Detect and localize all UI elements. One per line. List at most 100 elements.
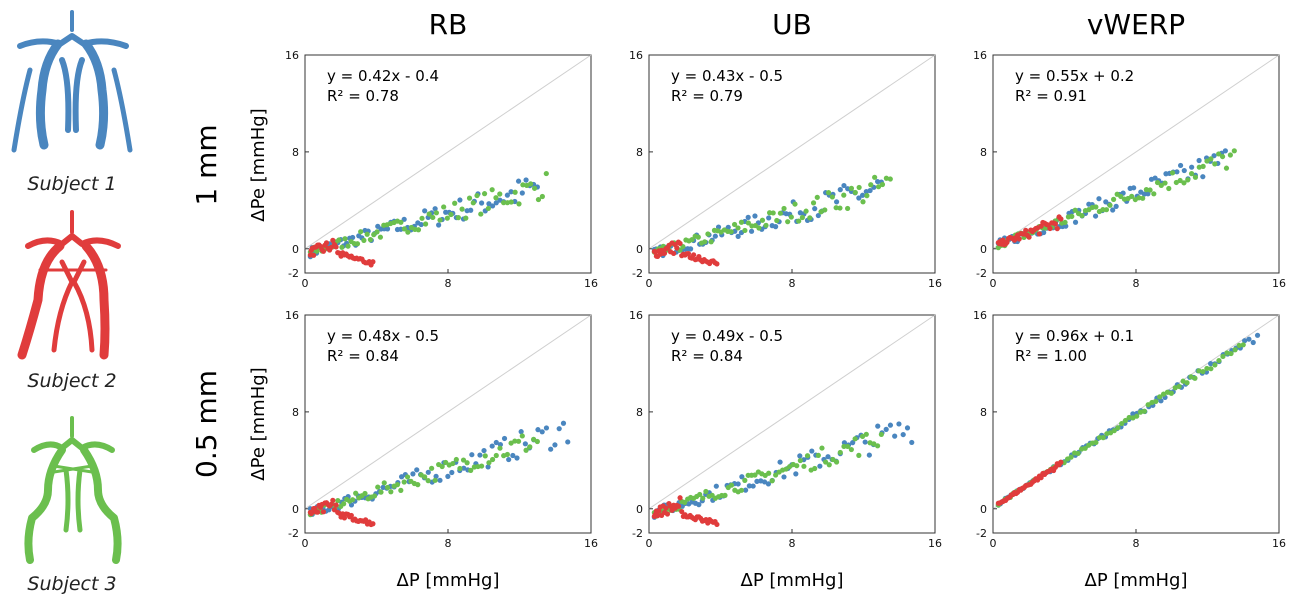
data-point-subject-3 <box>826 190 831 195</box>
x-axis-label-col-3: ΔP [mmHg] <box>1085 570 1188 591</box>
x-tick-label: 0 <box>990 277 997 290</box>
data-point-subject-3 <box>1107 203 1112 208</box>
data-point-subject-3 <box>1169 391 1174 396</box>
data-point-subject-3 <box>774 218 779 223</box>
data-point-subject-3 <box>729 483 734 488</box>
data-point-subject-1 <box>1131 185 1136 190</box>
data-point-subject-1 <box>714 484 719 489</box>
data-point-subject-3 <box>361 238 366 243</box>
data-point-subject-3 <box>336 237 341 242</box>
data-point-subject-1 <box>863 439 868 444</box>
data-point-subject-3 <box>345 244 350 249</box>
data-point-subject-1 <box>777 459 782 464</box>
data-point-subject-3 <box>1101 435 1106 440</box>
y-tick-label: 8 <box>292 406 299 419</box>
data-point-subject-3 <box>841 193 846 198</box>
data-point-subject-3 <box>1075 451 1080 456</box>
data-point-subject-1 <box>1200 174 1205 179</box>
data-point-subject-3 <box>1201 164 1206 169</box>
row-title-05mm: 0.5 mm <box>190 370 223 478</box>
data-point-subject-1 <box>749 229 754 234</box>
data-point-subject-3 <box>868 182 873 187</box>
y-tick-label: 16 <box>973 309 987 322</box>
r-squared: R² = 0.79 <box>671 87 743 105</box>
data-point-subject-1 <box>414 467 419 472</box>
data-point-subject-3 <box>378 235 383 240</box>
data-point-subject-3 <box>516 201 521 206</box>
data-point-subject-3 <box>423 221 428 226</box>
data-point-subject-3 <box>490 187 495 192</box>
data-point-subject-1 <box>514 455 519 460</box>
data-point-subject-3 <box>1104 207 1109 212</box>
data-point-subject-3 <box>1068 455 1073 460</box>
y-tick-label: 8 <box>292 146 299 159</box>
column-title-ub: UB <box>772 8 812 41</box>
data-point-subject-3 <box>785 219 790 224</box>
data-point-subject-1 <box>1174 169 1179 174</box>
data-point-subject-3 <box>794 463 799 468</box>
data-point-subject-1 <box>688 246 693 251</box>
x-tick-label: 8 <box>1133 277 1140 290</box>
data-point-subject-3 <box>709 239 714 244</box>
data-point-subject-3 <box>1111 197 1116 202</box>
data-point-subject-2 <box>674 245 679 250</box>
regression-equation: y = 0.49x - 0.5 <box>671 327 783 345</box>
data-point-subject-3 <box>454 457 459 462</box>
x-tick-label: 8 <box>789 537 796 550</box>
data-point-subject-3 <box>1062 220 1067 225</box>
data-point-subject-3 <box>405 230 410 235</box>
data-point-subject-3 <box>838 450 843 455</box>
data-point-subject-1 <box>419 222 424 227</box>
data-point-subject-3 <box>756 225 761 230</box>
data-point-subject-1 <box>422 208 427 213</box>
data-point-subject-3 <box>1241 342 1246 347</box>
data-point-subject-3 <box>374 229 379 234</box>
data-point-subject-3 <box>365 232 370 237</box>
data-point-subject-1 <box>523 441 528 446</box>
data-point-subject-1 <box>793 471 798 476</box>
data-point-subject-3 <box>388 489 393 494</box>
data-point-subject-1 <box>481 448 486 453</box>
data-point-subject-2 <box>1058 460 1063 465</box>
data-point-subject-3 <box>852 436 857 441</box>
data-point-subject-1 <box>468 208 473 213</box>
x-tick-label: 8 <box>445 537 452 550</box>
data-point-subject-3 <box>703 489 708 494</box>
data-point-subject-3 <box>1142 409 1147 414</box>
data-point-subject-3 <box>1115 425 1120 430</box>
data-point-subject-3 <box>834 459 839 464</box>
data-point-subject-3 <box>1212 362 1217 367</box>
data-point-subject-3 <box>497 446 502 451</box>
data-point-subject-1 <box>469 452 474 457</box>
data-point-subject-3 <box>845 206 850 211</box>
x-tick-label: 0 <box>990 537 997 550</box>
data-point-subject-2 <box>1023 228 1028 233</box>
x-axis-label-col-2: ΔP [mmHg] <box>741 570 844 591</box>
data-point-subject-1 <box>1189 165 1194 170</box>
data-point-subject-2 <box>1037 231 1042 236</box>
row-title-1mm: 1 mm <box>190 124 223 205</box>
data-point-subject-3 <box>474 193 479 198</box>
subject-1-label: Subject 1 <box>27 173 116 195</box>
data-point-subject-2 <box>333 244 338 249</box>
data-point-subject-1 <box>812 206 817 211</box>
data-point-subject-3 <box>1193 175 1198 180</box>
data-point-subject-3 <box>429 466 434 471</box>
data-point-subject-3 <box>1228 152 1233 157</box>
r-squared: R² = 0.78 <box>327 87 399 105</box>
data-point-subject-1 <box>773 224 778 229</box>
x-tick-label: 16 <box>584 537 598 550</box>
data-point-subject-3 <box>742 228 747 233</box>
data-point-subject-3 <box>520 433 525 438</box>
data-point-subject-2 <box>311 253 316 258</box>
data-point-subject-3 <box>1170 170 1175 175</box>
data-point-subject-1 <box>490 443 495 448</box>
data-point-subject-1 <box>713 234 718 239</box>
data-point-subject-2 <box>714 522 719 527</box>
data-point-subject-1 <box>506 457 511 462</box>
data-point-subject-3 <box>1220 354 1225 359</box>
x-tick-label: 16 <box>1272 537 1286 550</box>
y-tick-label: 0 <box>292 503 299 516</box>
